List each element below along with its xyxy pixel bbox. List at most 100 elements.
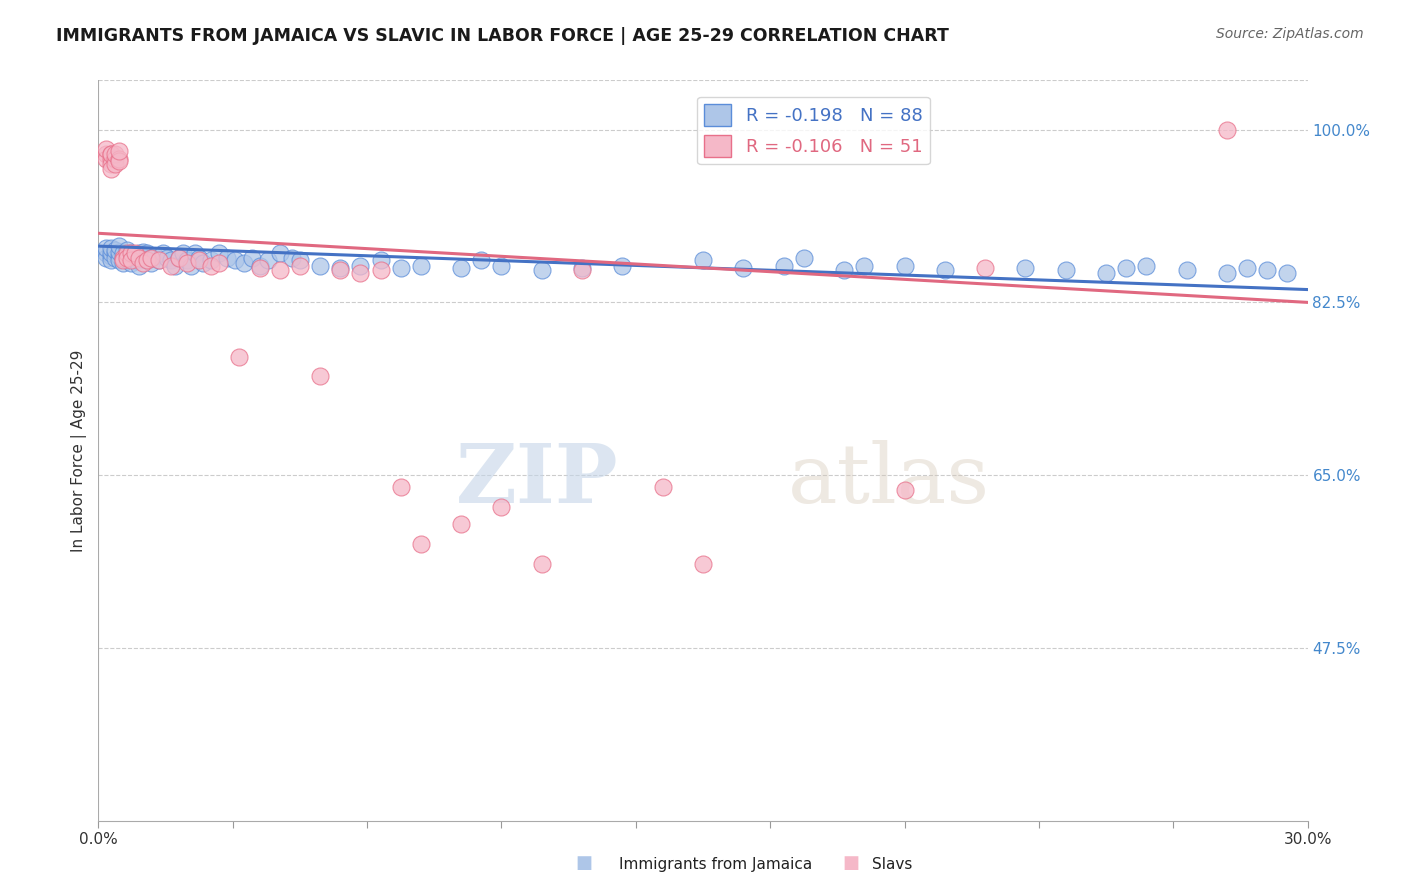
Point [450,517,472,532]
Point [1216,266,1239,280]
Point [100,249,122,263]
Point [100,157,122,171]
Point [100,147,122,161]
Point [188,251,211,265]
Point [107,153,129,167]
Point [1175,262,1198,277]
Point [450,260,472,275]
Point [733,260,755,275]
Point [120,252,142,267]
Point [200,252,222,267]
Point [128,246,150,260]
Point [692,557,714,571]
Point [132,245,155,260]
Point [120,246,142,260]
Text: ■: ■ [842,855,859,872]
Point [974,260,997,275]
Point [167,251,190,265]
Point [208,256,231,270]
Point [612,259,634,273]
Point [349,266,371,280]
Point [228,350,250,364]
Point [349,259,371,273]
Point [571,260,593,275]
Point [111,256,134,270]
Point [288,252,311,267]
Point [103,157,125,171]
Point [224,252,246,267]
Point [111,251,134,265]
Legend: R = -0.198   N = 88, R = -0.106   N = 51: R = -0.198 N = 88, R = -0.106 N = 51 [697,96,929,164]
Point [107,154,129,169]
Point [139,251,162,265]
Point [1115,260,1137,275]
Point [530,557,553,571]
Point [389,260,412,275]
Point [692,252,714,267]
Point [160,259,183,273]
Text: Source: ZipAtlas.com: Source: ZipAtlas.com [1216,27,1364,41]
Point [148,252,170,267]
Point [832,262,855,277]
Point [96,153,118,167]
Point [893,483,915,497]
Text: ZIP: ZIP [456,440,619,520]
Point [100,241,122,255]
Point [232,256,254,270]
Point [651,480,673,494]
Point [309,259,332,273]
Point [240,251,263,265]
Point [107,145,129,159]
Point [100,162,122,177]
Point [96,142,118,156]
Point [115,243,138,257]
Point [193,256,215,270]
Point [281,251,304,265]
Point [139,251,162,265]
Point [370,262,392,277]
Point [249,259,271,273]
Point [163,259,186,273]
Point [124,252,146,267]
Point [120,251,142,265]
Point [111,251,134,265]
Point [103,153,125,167]
Point [115,249,138,263]
Point [176,252,198,267]
Point [135,252,157,267]
Point [188,252,211,267]
Point [269,246,291,260]
Point [107,249,129,263]
Point [256,252,278,267]
Point [470,252,492,267]
Y-axis label: In Labor Force | Age 25-29: In Labor Force | Age 25-29 [72,350,87,551]
Point [96,246,118,260]
Point [288,259,311,273]
Point [96,147,118,161]
Point [1236,260,1258,275]
Point [111,252,134,267]
Point [100,252,122,267]
Point [1014,260,1036,275]
Text: Slavs: Slavs [872,857,912,872]
Point [120,246,142,260]
Point [100,246,122,260]
Point [107,252,129,267]
Point [1216,122,1239,136]
Point [571,262,593,277]
Point [103,147,125,161]
Point [772,259,794,273]
Point [934,262,956,277]
Point [329,260,352,275]
Point [152,246,174,260]
Point [132,256,155,270]
Point [103,243,125,257]
Point [120,256,142,270]
Point [135,252,157,267]
Point [139,256,162,270]
Point [793,251,815,265]
Text: ■: ■ [575,855,592,872]
Point [208,246,231,260]
Point [1135,259,1157,273]
Point [160,252,183,267]
